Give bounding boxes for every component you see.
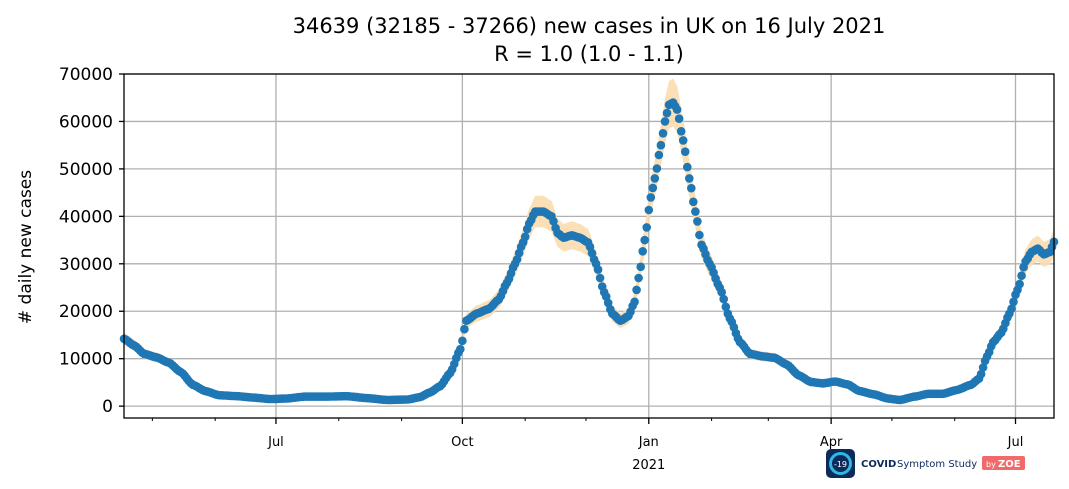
data-point	[458, 336, 467, 346]
x-tick-label: Jan	[638, 435, 659, 450]
data-point	[978, 363, 988, 372]
y-axis-ticks: 0 10000 20000 30000 40000 50000 60000 70000	[59, 65, 124, 417]
data-point	[721, 302, 731, 312]
data-point	[1007, 304, 1016, 314]
data-point	[678, 136, 688, 145]
chart-title-line1: 34639 (32185 - 37266) new cases in UK on…	[293, 14, 886, 38]
x-tick-year-label: 2021	[632, 458, 665, 473]
data-point	[648, 183, 658, 193]
y-tick-label: 30000	[59, 255, 113, 275]
data-point	[687, 183, 696, 193]
x-axis-ticks: Jul Oct Jan 2021 Apr Jul	[151, 418, 1024, 473]
data-point	[662, 108, 672, 118]
data-point	[660, 117, 670, 126]
logo-brand-rest: Symptom Study	[897, 459, 977, 470]
y-tick-label: 0	[102, 397, 113, 417]
data-point	[680, 147, 690, 156]
data-point	[1015, 279, 1024, 289]
data-point	[689, 197, 698, 207]
y-tick-label: 40000	[59, 207, 113, 227]
data-point	[652, 164, 662, 173]
data-point	[640, 235, 649, 245]
logo-brand-bold: COVID	[861, 459, 896, 470]
logo-by-text: by	[986, 460, 996, 469]
data-point	[634, 273, 643, 283]
data-point	[976, 369, 986, 379]
data-point	[638, 247, 647, 256]
data-point	[1009, 297, 1018, 307]
x-tick-label: Apr	[820, 435, 843, 450]
grid-lines	[124, 73, 1054, 418]
data-points	[119, 98, 1059, 405]
data-point	[460, 324, 469, 334]
data-point	[630, 297, 639, 307]
x-tick-label: Oct	[451, 435, 473, 450]
data-point	[650, 174, 660, 183]
data-point	[658, 129, 668, 138]
data-point	[456, 344, 465, 354]
chart-title-line2: R = 1.0 (1.0 - 1.1)	[494, 42, 684, 66]
data-point	[636, 262, 645, 272]
data-point	[683, 162, 692, 172]
y-tick-label: 60000	[59, 112, 113, 132]
data-point	[654, 150, 664, 160]
data-point	[646, 193, 656, 202]
x-tick-label: Jul	[267, 435, 284, 450]
data-point	[1017, 271, 1026, 281]
y-tick-label: 10000	[59, 350, 113, 370]
data-point	[676, 127, 686, 136]
data-point	[717, 287, 726, 297]
data-point	[595, 273, 605, 283]
covid-symptom-study-logo: -19 COVID Symptom Study by ZOE	[826, 449, 1025, 478]
data-point	[685, 174, 694, 183]
data-point	[674, 114, 684, 123]
data-point	[549, 217, 558, 226]
data-point	[695, 230, 704, 240]
data-point	[642, 223, 651, 232]
y-tick-label: 50000	[59, 160, 113, 180]
logo-zoe-text: ZOE	[998, 459, 1021, 470]
logo-badge-text: -19	[834, 460, 847, 469]
data-point	[719, 294, 728, 304]
logo-ring-icon	[829, 452, 852, 475]
data-point	[656, 140, 666, 150]
data-point	[693, 217, 702, 226]
data-point	[672, 105, 682, 114]
data-point	[593, 265, 603, 274]
y-axis-label: # daily new cases	[16, 170, 36, 324]
data-point	[520, 232, 530, 242]
data-point	[691, 207, 700, 216]
y-tick-label: 20000	[59, 302, 113, 322]
data-point	[644, 205, 654, 215]
logo-zoe-badge	[982, 456, 1025, 470]
plot-frame	[123, 73, 1055, 419]
y-tick-label: 70000	[59, 65, 113, 85]
x-tick-label: Jul	[1007, 435, 1024, 450]
data-point	[632, 285, 641, 295]
